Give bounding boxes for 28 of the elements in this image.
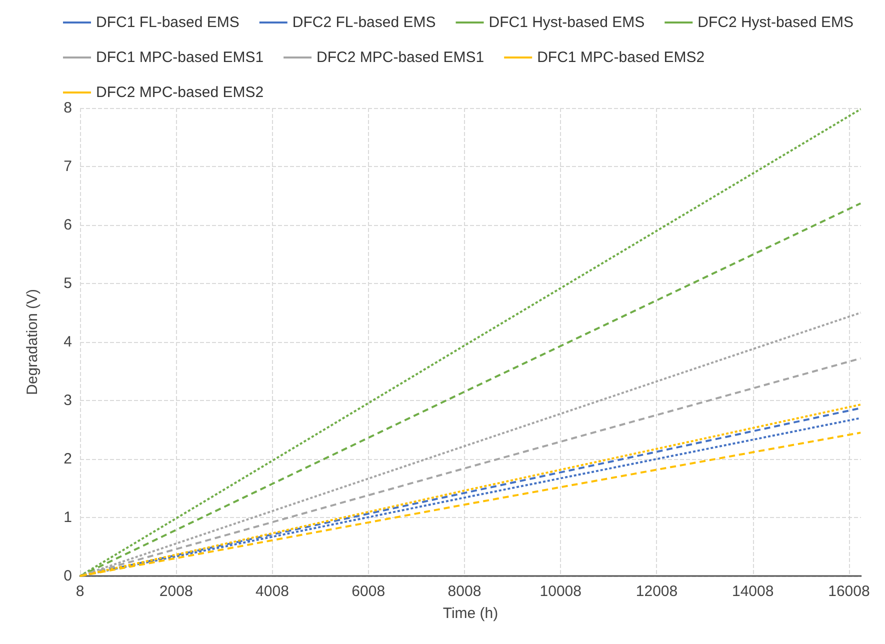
x-tick-label: 12008 <box>636 583 678 600</box>
y-axis-title: Degradation (V) <box>24 289 41 395</box>
y-tick-label: 0 <box>64 568 72 584</box>
legend-label: DFC2 Hyst-based EMS <box>698 14 854 31</box>
y-tick-label: 5 <box>64 275 72 292</box>
y-tick-label: 8 <box>64 100 72 116</box>
y-tick-label: 2 <box>64 450 72 468</box>
x-tick-label: 6008 <box>352 583 386 600</box>
legend-label: DFC2 MPC-based EMS2 <box>96 84 264 101</box>
x-tick-label: 4008 <box>256 583 289 600</box>
legend-label: DFC1 MPC-based EMS2 <box>537 49 705 66</box>
x-tick-label: 8008 <box>448 583 482 600</box>
legend-label: DFC1 MPC-based EMS1 <box>96 49 264 66</box>
x-tick-label: 10008 <box>540 583 582 600</box>
legend-label: DFC2 FL-based EMS <box>292 14 436 31</box>
y-tick-label: 6 <box>64 216 72 234</box>
x-tick-label: 14008 <box>732 583 774 600</box>
x-axis-title: Time (h) <box>442 605 498 622</box>
legend-label: DFC1 Hyst-based EMS <box>488 14 645 31</box>
y-tick-label: 3 <box>64 392 72 409</box>
y-tick-label: 7 <box>64 158 72 175</box>
y-tick-label: 4 <box>64 334 72 350</box>
x-tick-label: 8 <box>76 583 84 600</box>
legend-label: DFC2 MPC-based EMS1 <box>316 49 484 66</box>
legend-label: DFC1 FL-based EMS <box>96 14 240 31</box>
y-tick-label: 1 <box>64 509 72 526</box>
x-tick-label: 16008 <box>828 583 870 600</box>
x-tick-label: 2008 <box>159 583 193 600</box>
